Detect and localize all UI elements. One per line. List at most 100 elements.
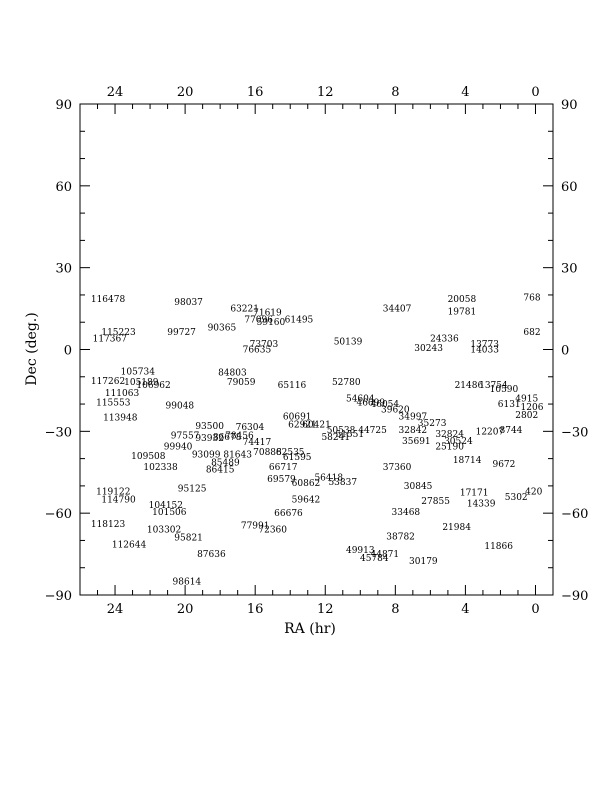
data-point-label: 56418: [314, 474, 343, 484]
x-tick-label-top: 24: [107, 85, 124, 100]
data-point-label: 9672: [492, 460, 515, 470]
data-point-label: 60421: [302, 421, 331, 431]
data-point-label: 84803: [218, 369, 247, 379]
data-point-label: 30845: [404, 482, 433, 492]
data-point-label: 6131: [498, 400, 521, 410]
y-tick-label-right: −90: [561, 589, 588, 604]
data-point-label: 97557: [171, 431, 200, 441]
data-point-label: 35691: [402, 437, 431, 447]
x-tick-label-top: 4: [461, 85, 469, 100]
x-tick-label-top: 20: [177, 85, 194, 100]
data-point-label: 20058: [448, 295, 477, 305]
x-tick-label-top: 8: [391, 85, 399, 100]
y-tick-label: 30: [55, 262, 72, 277]
data-point-label: 117367: [93, 335, 128, 345]
data-point-label: 33468: [392, 508, 421, 518]
y-tick-label: −30: [45, 425, 72, 440]
data-point-label: 99048: [166, 401, 195, 411]
data-point-label: 85489: [211, 459, 240, 469]
y-axis-title: Dec (deg.): [24, 312, 40, 385]
x-tick-label: 16: [247, 602, 264, 617]
y-tick-label-right: 0: [561, 344, 569, 359]
data-point-label: 59160: [257, 318, 286, 328]
data-point-label: 2802: [515, 411, 538, 421]
data-point-label: 50139: [334, 337, 363, 347]
data-point-label: 34997: [399, 412, 428, 422]
x-tick-label: 4: [461, 602, 469, 617]
data-point-label: 51551: [335, 430, 364, 440]
data-point-label: 19781: [448, 307, 477, 317]
data-point-label: 13773: [470, 340, 499, 350]
data-point-label: 50538: [327, 426, 356, 436]
data-point-label: 60862: [292, 479, 321, 489]
data-point-label: 14033: [470, 346, 499, 356]
data-point-label: 77096: [244, 315, 273, 325]
data-point-label: 54604: [346, 395, 375, 405]
data-point-label: 63221: [230, 305, 259, 315]
data-point-label: 98037: [174, 298, 203, 308]
data-point-label: 115223: [101, 328, 136, 338]
y-tick-label-right: 90: [561, 98, 578, 113]
data-point-label: 113948: [103, 414, 138, 424]
data-point-label: 101506: [152, 508, 187, 518]
data-point-label: 27855: [421, 497, 450, 507]
data-point-label: 62535: [276, 448, 305, 458]
data-point-label: 73703: [250, 340, 279, 350]
data-point-label: 30524: [444, 437, 473, 447]
data-point-label: 52780: [332, 378, 361, 388]
data-point-label: 62921: [288, 421, 317, 431]
data-point-label: 86678: [213, 433, 242, 443]
data-point-label: 87636: [197, 550, 226, 560]
data-point-label: 53837: [328, 478, 357, 488]
x-tick-label-top: 0: [531, 85, 539, 100]
data-point-label: 37360: [383, 463, 412, 473]
data-point-label: 79059: [227, 378, 256, 388]
data-point-label: 682: [523, 328, 540, 338]
data-point-label: 1206: [521, 403, 544, 413]
data-point-label: 21984: [442, 523, 471, 533]
data-point-label: 72360: [258, 526, 287, 536]
data-point-label: 420: [525, 487, 542, 497]
x-axis-title: RA (hr): [284, 621, 336, 637]
x-tick-label-top: 12: [317, 85, 334, 100]
data-point-label: 69579: [267, 475, 296, 485]
data-point-label: 17171: [460, 489, 489, 499]
data-point-label: 18714: [453, 456, 482, 466]
data-point-label: 39620: [381, 406, 410, 416]
data-point-label: 61495: [285, 315, 314, 325]
data-point-label: 46054: [371, 400, 400, 410]
data-point-label: 65116: [278, 381, 307, 391]
data-point-label: 90365: [208, 324, 237, 334]
data-point-label: 95125: [178, 485, 207, 495]
data-point-label: 71619: [253, 309, 282, 319]
data-point-label: 35273: [418, 419, 447, 429]
x-tick-label: 12: [317, 602, 334, 617]
data-point-label: 38782: [386, 532, 415, 542]
data-point-label: 61595: [283, 453, 312, 463]
data-point-label: 98614: [173, 577, 202, 587]
y-tick-label-right: −30: [561, 425, 588, 440]
data-point-label: 112644: [112, 541, 147, 551]
y-tick-label-right: 60: [561, 180, 578, 195]
x-tick-label: 0: [531, 602, 539, 617]
data-point-label: 44871: [371, 550, 400, 560]
x-tick-label: 8: [391, 602, 399, 617]
data-point-label: 32824: [435, 430, 464, 440]
data-point-label: 81643: [223, 451, 252, 461]
data-point-label: 10590: [490, 385, 519, 395]
data-point-label: 76635: [243, 346, 272, 356]
data-point-label: 32842: [399, 426, 428, 436]
tick-labels: 24 20 16 12 8 4 0 24 20 16 12 8 4 0 −90 −60 −30 0 30 60 90 −9…: [45, 85, 589, 617]
y-tick-label: 90: [55, 98, 72, 113]
data-point-label: 34407: [383, 305, 412, 315]
data-point-label: 111063: [105, 389, 140, 399]
data-point-label: 77991: [241, 521, 270, 531]
data-point-label: 106962: [136, 381, 170, 391]
data-point-label: 115553: [96, 399, 131, 409]
data-point-label: 78456: [225, 431, 254, 441]
data-point-label: 119122: [96, 487, 130, 497]
y-tick-label: −90: [45, 589, 72, 604]
data-point-label: 105734: [121, 367, 156, 377]
